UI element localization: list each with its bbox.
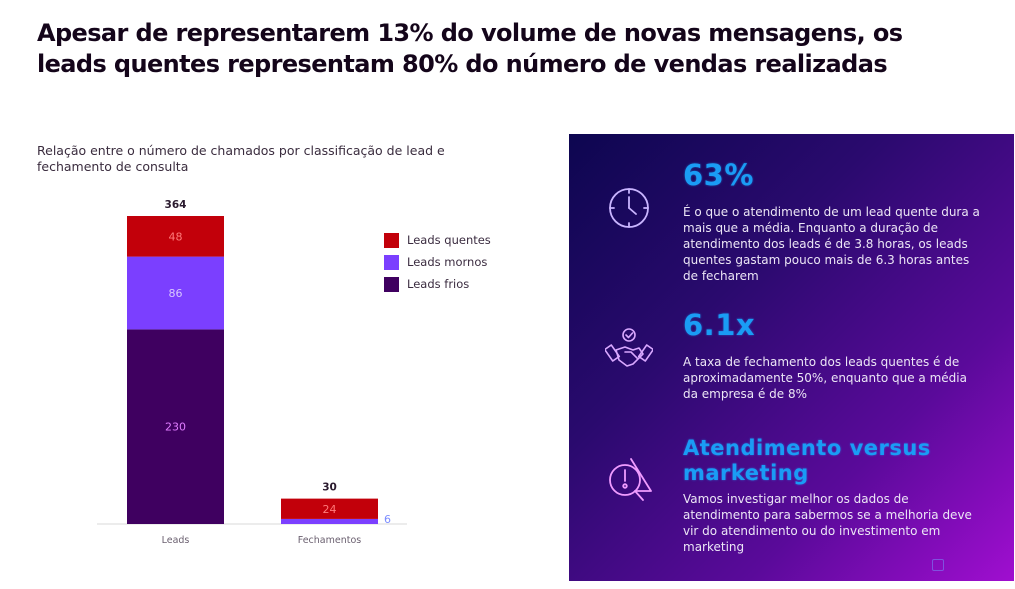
legend-item-leads-quentes: Leads quentes — [384, 229, 491, 251]
bar-segment-leads-mornos — [127, 256, 224, 330]
data-label: 86 — [169, 287, 183, 300]
insight-text: É o que o atendimento de um lead quente … — [683, 205, 980, 283]
bar-segment-leads-quentes — [127, 216, 224, 257]
data-label: 48 — [169, 230, 183, 243]
data-label: 6 — [384, 513, 391, 526]
corner-mark-icon — [932, 559, 944, 571]
bar-segment-leads-frios — [127, 329, 224, 524]
legend-swatch-leads-mornos — [384, 254, 399, 270]
legend-label: Leads mornos — [407, 255, 488, 269]
insights-panel: 63% É o que o atendimento de um lead que… — [569, 134, 1014, 581]
handshake-icon — [605, 328, 653, 367]
legend-label: Leads quentes — [407, 233, 491, 247]
stacked-bar-chart: 230 86 48 364 Leads 6 24 30 Fechamentos — [97, 199, 407, 546]
insight-text: A taxa de fechamento dos leads quentes é… — [683, 355, 967, 401]
insight-title: 63% — [683, 158, 754, 192]
insight-text: Vamos investigar melhor os dados de aten… — [683, 492, 972, 554]
bar-segment-leads-mornos — [281, 518, 378, 524]
legend-label: Leads frios — [407, 277, 470, 291]
total-label: 364 — [165, 199, 187, 211]
headline: Apesar de representarem 13% do volume de… — [37, 19, 903, 78]
chart-title: Relação entre o número de chamados por c… — [37, 143, 445, 174]
clock-icon — [609, 188, 649, 228]
legend-item-leads-frios: Leads frios — [384, 273, 491, 295]
legend-swatch-leads-quentes — [384, 232, 399, 248]
data-label: 230 — [165, 421, 186, 434]
bar-segment-leads-quentes — [281, 498, 378, 519]
insight-title: 6.1x — [683, 308, 756, 342]
x-tick-label: Leads — [162, 535, 190, 546]
legend-swatch-leads-frios — [384, 276, 399, 292]
chart-legend: Leads quentes Leads mornos Leads frios — [384, 229, 491, 295]
insight-title: Atendimento versus marketing — [683, 436, 931, 485]
data-label: 24 — [323, 503, 337, 516]
x-tick-label: Fechamentos — [298, 535, 362, 546]
legend-item-leads-mornos: Leads mornos — [384, 251, 491, 273]
warning-search-icon — [609, 458, 652, 501]
total-label: 30 — [322, 482, 337, 494]
